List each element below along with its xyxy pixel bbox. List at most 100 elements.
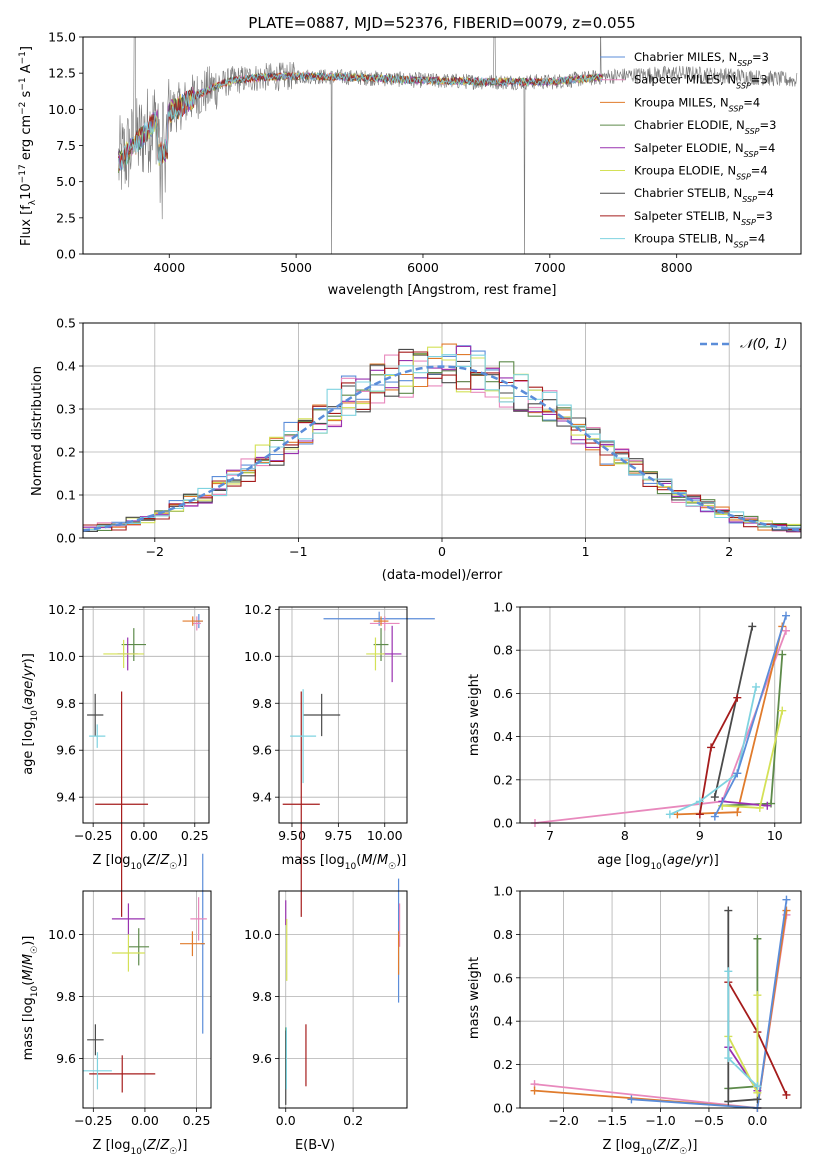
errorbar-point [192,616,201,631]
grid [83,891,211,1108]
y-tick-label: 1.0 [493,884,513,899]
errorbar-point [303,693,341,737]
histogram-ylabel: Normed distribution [30,366,45,496]
x-tick-label: 0 [438,544,446,559]
x-tick-label: 0.0 [276,1113,296,1128]
y-tick-label: 0.4 [493,729,513,744]
y-tick-label: 0.2 [493,772,513,787]
series-marker [710,793,719,802]
y-tick-label: 9.8 [252,696,272,711]
spectrum-title: PLATE=0887, MJD=52376, FIBERID=0079, z=0… [248,14,635,32]
x-tick-label: 4000 [153,260,185,275]
residual-histogram-panel: −2 −1 0 1 2 0.0 0.1 0.2 0.3 0.4 0.5 (data-model)/e… [30,316,802,583]
x-tick-label: 1 [582,544,590,559]
observed-spectrum [118,37,798,254]
x-tick-label: 9.50 [278,828,306,843]
series-marker [752,682,761,691]
mass-z-ylabel: mass [log10(M/M☉)] [21,936,40,1061]
x-tick-label: 9.75 [324,828,352,843]
spectrum-xlabel: wavelength [Angstrom, rest frame] [328,283,557,298]
x-tick-label: 2 [725,544,733,559]
y-tick-label: 9.6 [56,1051,76,1066]
y-tick-label: 0.0 [493,816,513,831]
mass-z-xlabel: Z [log10(Z/Z☉)] [93,1138,188,1157]
series-marker [778,650,787,659]
errorbar-point [182,616,203,626]
errorbar-point [103,639,144,669]
y-tick-label: 0.2 [56,445,76,460]
series-marker [753,991,762,1000]
age-mass-xlabel: mass [log10(M/M☉)] [282,853,407,872]
plot-area [83,853,207,1093]
grid [279,607,407,823]
y-tick-label: 0.5 [56,316,76,331]
series-marker [782,626,791,635]
y-tick-label: 10.0 [48,927,76,942]
series-marker [724,906,733,915]
age-vs-metallicity-panel: −0.25 0.00 0.25 9.4 9.6 9.8 10.0 10.2 [48,602,210,917]
errorbar-point [290,689,317,784]
histogram-step [83,351,801,531]
series-marker [753,934,762,943]
y-tick-label: 15.0 [48,30,76,45]
model-spectrum [118,71,603,171]
errorbar-point [128,928,150,966]
x-tick-label: 0.2 [343,1113,363,1128]
grid [520,606,801,824]
legend-label: Salpeter MILES, NSSP=3 [634,73,768,91]
x-tick-label: 0.0 [747,1113,767,1128]
y-tick-label: 10.0 [244,927,272,942]
legend-label: Salpeter STELIB, NSSP=3 [634,209,773,227]
y-tick-label: 0.6 [493,686,513,701]
errorbar-point [83,1052,112,1090]
ticks: −0.25 0.00 0.25 9.6 9.8 10.0 [48,927,210,1128]
y-tick-label: 10.0 [244,649,272,664]
series-marker [748,622,757,631]
ticks: −2.0 −1.5 −1.0 −0.5 0.0 0.0 0.2 0.4 0.6 0.8 1.0 [493,884,767,1129]
series-marker [782,906,791,915]
series-line [534,630,787,824]
histogram-xlabel: (data-model)/error [382,568,503,583]
x-tick-label: −1.5 [597,1113,627,1128]
x-tick-label: −0.5 [694,1113,724,1128]
grid [83,607,209,823]
legend-label: Salpeter ELODIE, NSSP=4 [634,141,775,159]
y-tick-label: 9.8 [56,989,76,1004]
series-marker [724,1054,733,1063]
histogram-step [83,345,801,533]
series-marker [695,810,704,819]
errorbar-point [111,934,145,972]
series-marker [782,1090,791,1099]
series-marker [733,693,742,702]
ticks: 0.0 0.2 9.6 9.8 10.0 [244,927,363,1128]
y-tick-label: 9.4 [252,790,272,805]
errorbar-point [180,931,205,957]
y-tick-label: 2.5 [56,210,76,225]
massweight-vs-metallicity-panel: −2.0 −1.5 −1.0 −0.5 0.0 0.0 0.2 0.4 0.6 0.8 1.0 [493,884,802,1129]
x-tick-label: −2 [146,544,164,559]
legend-label: Chabrier ELODIE, NSSP=3 [634,118,776,136]
model-spectrum [118,72,603,164]
x-tick-label: 8000 [661,260,693,275]
y-tick-label: 10.0 [48,649,76,664]
grid [520,890,801,1109]
y-tick-label: 10.0 [48,102,76,117]
y-tick-label: 9.8 [56,696,76,711]
mass-vs-ebv-panel: 0.0 0.2 9.6 9.8 10.0 [244,878,408,1128]
y-tick-label: 10.2 [48,602,76,617]
spectrum-ylabel: Flux [fλ10−17 erg cm−2 s−1 A−1] [18,46,38,246]
errorbar-point [95,691,149,917]
errorbar-point [382,625,402,683]
series-marker [695,797,704,806]
series-marker [778,706,787,715]
y-tick-label: 0.4 [56,359,76,374]
errorbar-point [369,616,400,631]
legend-label: Chabrier MILES, NSSP=3 [634,50,769,68]
x-tick-label: −1 [289,544,307,559]
x-tick-label: 6000 [407,260,439,275]
y-tick-label: 0.4 [493,1014,513,1029]
legend-label: Kroupa ELODIE, NSSP=4 [634,164,768,182]
x-tick-label: −0.25 [74,828,112,843]
plot-area [530,611,791,827]
